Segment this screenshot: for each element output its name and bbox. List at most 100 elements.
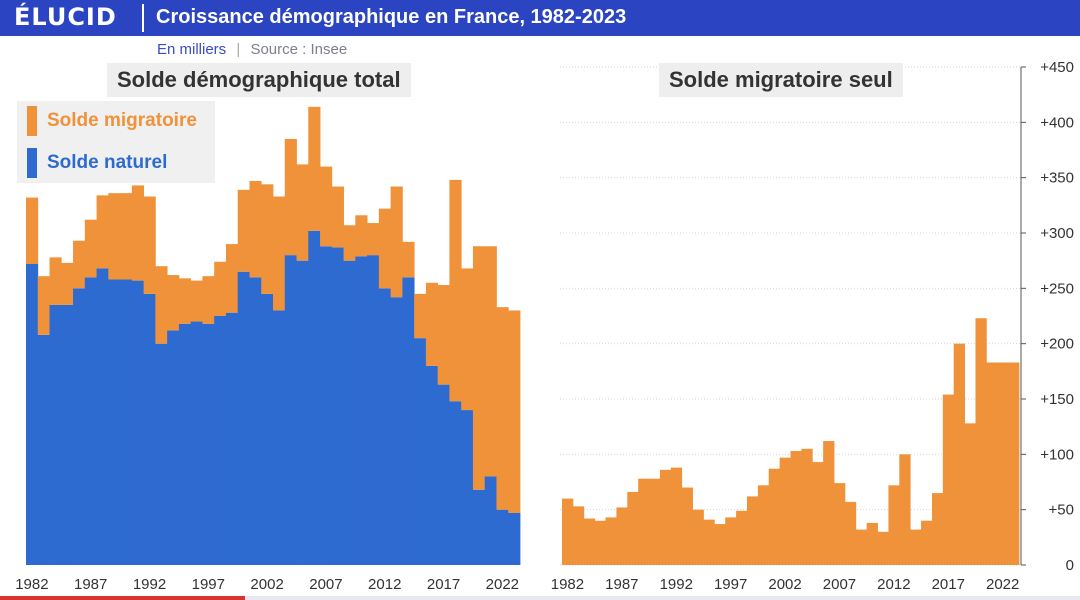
- right-xtick-1992: 1992: [660, 576, 693, 593]
- ytick-label-350: +350: [1040, 170, 1074, 187]
- bar-solde-migratoire-2011: [877, 531, 889, 565]
- bar-migratoire-1986: [73, 240, 86, 289]
- bar-naturel-2004: [284, 255, 297, 565]
- bar-solde-migratoire-2003: [790, 451, 802, 565]
- video-progress-bar: [0, 596, 1080, 600]
- bar-solde-migratoire-2006: [823, 441, 835, 565]
- bar-solde-migratoire-2017: [942, 394, 955, 565]
- bar-migratoire-2019: [461, 268, 474, 411]
- bar-migratoire-1983: [37, 276, 50, 335]
- legend-label-migratoire: Solde migratoire: [47, 110, 197, 131]
- ytick-label-250: +250: [1040, 280, 1074, 297]
- ytick-label-50: +50: [1049, 502, 1074, 519]
- bar-naturel-2013: [390, 297, 403, 565]
- bar-migratoire-2020: [472, 246, 486, 490]
- right-xtick-2012: 2012: [877, 576, 910, 593]
- ytick-label-300: +300: [1040, 225, 1074, 242]
- bar-migratoire-2021: [484, 246, 497, 477]
- bar-migratoire-2023: [508, 310, 521, 513]
- bar-naturel-2005: [296, 260, 309, 565]
- bar-solde-migratoire-1998: [736, 510, 748, 565]
- bar-solde-migratoire-1997: [725, 517, 737, 565]
- ytick-label-400: +400: [1040, 114, 1074, 131]
- bar-naturel-1988: [96, 268, 109, 565]
- bar-naturel-2011: [367, 255, 380, 565]
- bar-naturel-2008: [331, 247, 344, 566]
- legend-swatch-migratoire: [27, 106, 37, 136]
- bar-migratoire-1995: [178, 278, 192, 324]
- subtitle: En milliers | Source : Insee: [157, 41, 347, 58]
- left-xtick-2022: 2022: [486, 576, 519, 593]
- bar-migratoire-1999: [225, 244, 239, 313]
- bar-solde-migratoire-1988: [627, 491, 639, 565]
- bar-migratoire-2012: [378, 208, 392, 289]
- bar-migratoire-1985: [61, 262, 74, 305]
- bar-naturel-1985: [61, 304, 74, 565]
- bar-migratoire-1994: [167, 275, 180, 331]
- bar-migratoire-2000: [237, 189, 250, 272]
- bar-solde-migratoire-2019: [964, 423, 976, 565]
- right-xtick-2022: 2022: [986, 576, 1019, 593]
- bar-migratoire-1997: [202, 276, 215, 324]
- bar-migratoire-2022: [496, 307, 509, 510]
- bar-migratoire-2008: [331, 186, 344, 248]
- bar-naturel-2017: [437, 384, 450, 565]
- bar-migratoire-2007: [320, 166, 333, 247]
- bar-naturel-2003: [273, 310, 286, 565]
- left-xtick-1997: 1997: [192, 576, 225, 593]
- bar-migratoire-1988: [96, 195, 109, 269]
- bar-naturel-2002: [261, 293, 274, 565]
- left-xtick-1992: 1992: [133, 576, 166, 593]
- bar-naturel-2021: [484, 476, 497, 565]
- bar-solde-migratoire-2014: [910, 529, 922, 565]
- bar-naturel-2001: [249, 277, 262, 565]
- bar-solde-migratoire-1989: [638, 478, 650, 565]
- ytick-label-450: +450: [1040, 59, 1074, 76]
- ytick-label-100: +100: [1040, 446, 1074, 463]
- bar-migratoire-1987: [84, 219, 97, 278]
- bar-naturel-1993: [155, 343, 168, 565]
- bar-solde-migratoire-1993: [681, 487, 693, 565]
- header-divider: [142, 4, 144, 32]
- bar-naturel-2012: [378, 288, 392, 565]
- bar-migratoire-2010: [355, 215, 368, 257]
- bar-naturel-2018: [449, 401, 462, 565]
- right-xtick-1997: 1997: [714, 576, 747, 593]
- bar-solde-migratoire-1987: [616, 507, 628, 565]
- right-panel-title: Solde migratoire seul: [659, 63, 903, 97]
- bar-naturel-1998: [214, 316, 227, 565]
- bar-naturel-2020: [472, 489, 486, 565]
- bar-migratoire-1998: [214, 261, 227, 316]
- bar-migratoire-2013: [390, 186, 403, 298]
- right-xtick-2007: 2007: [823, 576, 856, 593]
- bar-naturel-2006: [308, 230, 321, 565]
- bar-migratoire-1982: [26, 197, 39, 264]
- right-xtick-1987: 1987: [605, 576, 638, 593]
- bar-solde-migratoire-1991: [659, 469, 672, 565]
- bar-naturel-2022: [496, 509, 509, 565]
- bar-naturel-1991: [131, 280, 145, 565]
- bar-migratoire-2014: [402, 241, 415, 278]
- bar-solde-migratoire-1986: [605, 517, 617, 565]
- bar-solde-migratoire-2021: [986, 362, 998, 565]
- bar-naturel-1984: [49, 304, 62, 565]
- bar-naturel-1996: [190, 321, 203, 565]
- source-label: Source : Insee: [250, 41, 348, 58]
- bar-solde-migratoire-1984: [583, 518, 596, 565]
- bar-naturel-2016: [425, 365, 439, 565]
- bar-migratoire-2001: [249, 180, 262, 278]
- bar-solde-migratoire-2022: [997, 362, 1009, 565]
- bar-migratoire-2018: [449, 179, 462, 402]
- bar-solde-migratoire-1985: [594, 520, 606, 565]
- bar-solde-migratoire-2004: [801, 448, 813, 565]
- header-bar: ÉLUCID Croissance démographique en Franc…: [0, 0, 1080, 36]
- bar-solde-migratoire-2016: [931, 493, 944, 565]
- bar-solde-migratoire-2002: [779, 457, 791, 565]
- bar-migratoire-1992: [143, 196, 156, 294]
- bar-migratoire-1989: [108, 193, 121, 280]
- bar-solde-migratoire-2012: [888, 485, 900, 565]
- bar-migratoire-2002: [261, 184, 274, 294]
- bar-solde-migratoire-2010: [866, 522, 878, 565]
- bar-migratoire-2006: [308, 106, 321, 231]
